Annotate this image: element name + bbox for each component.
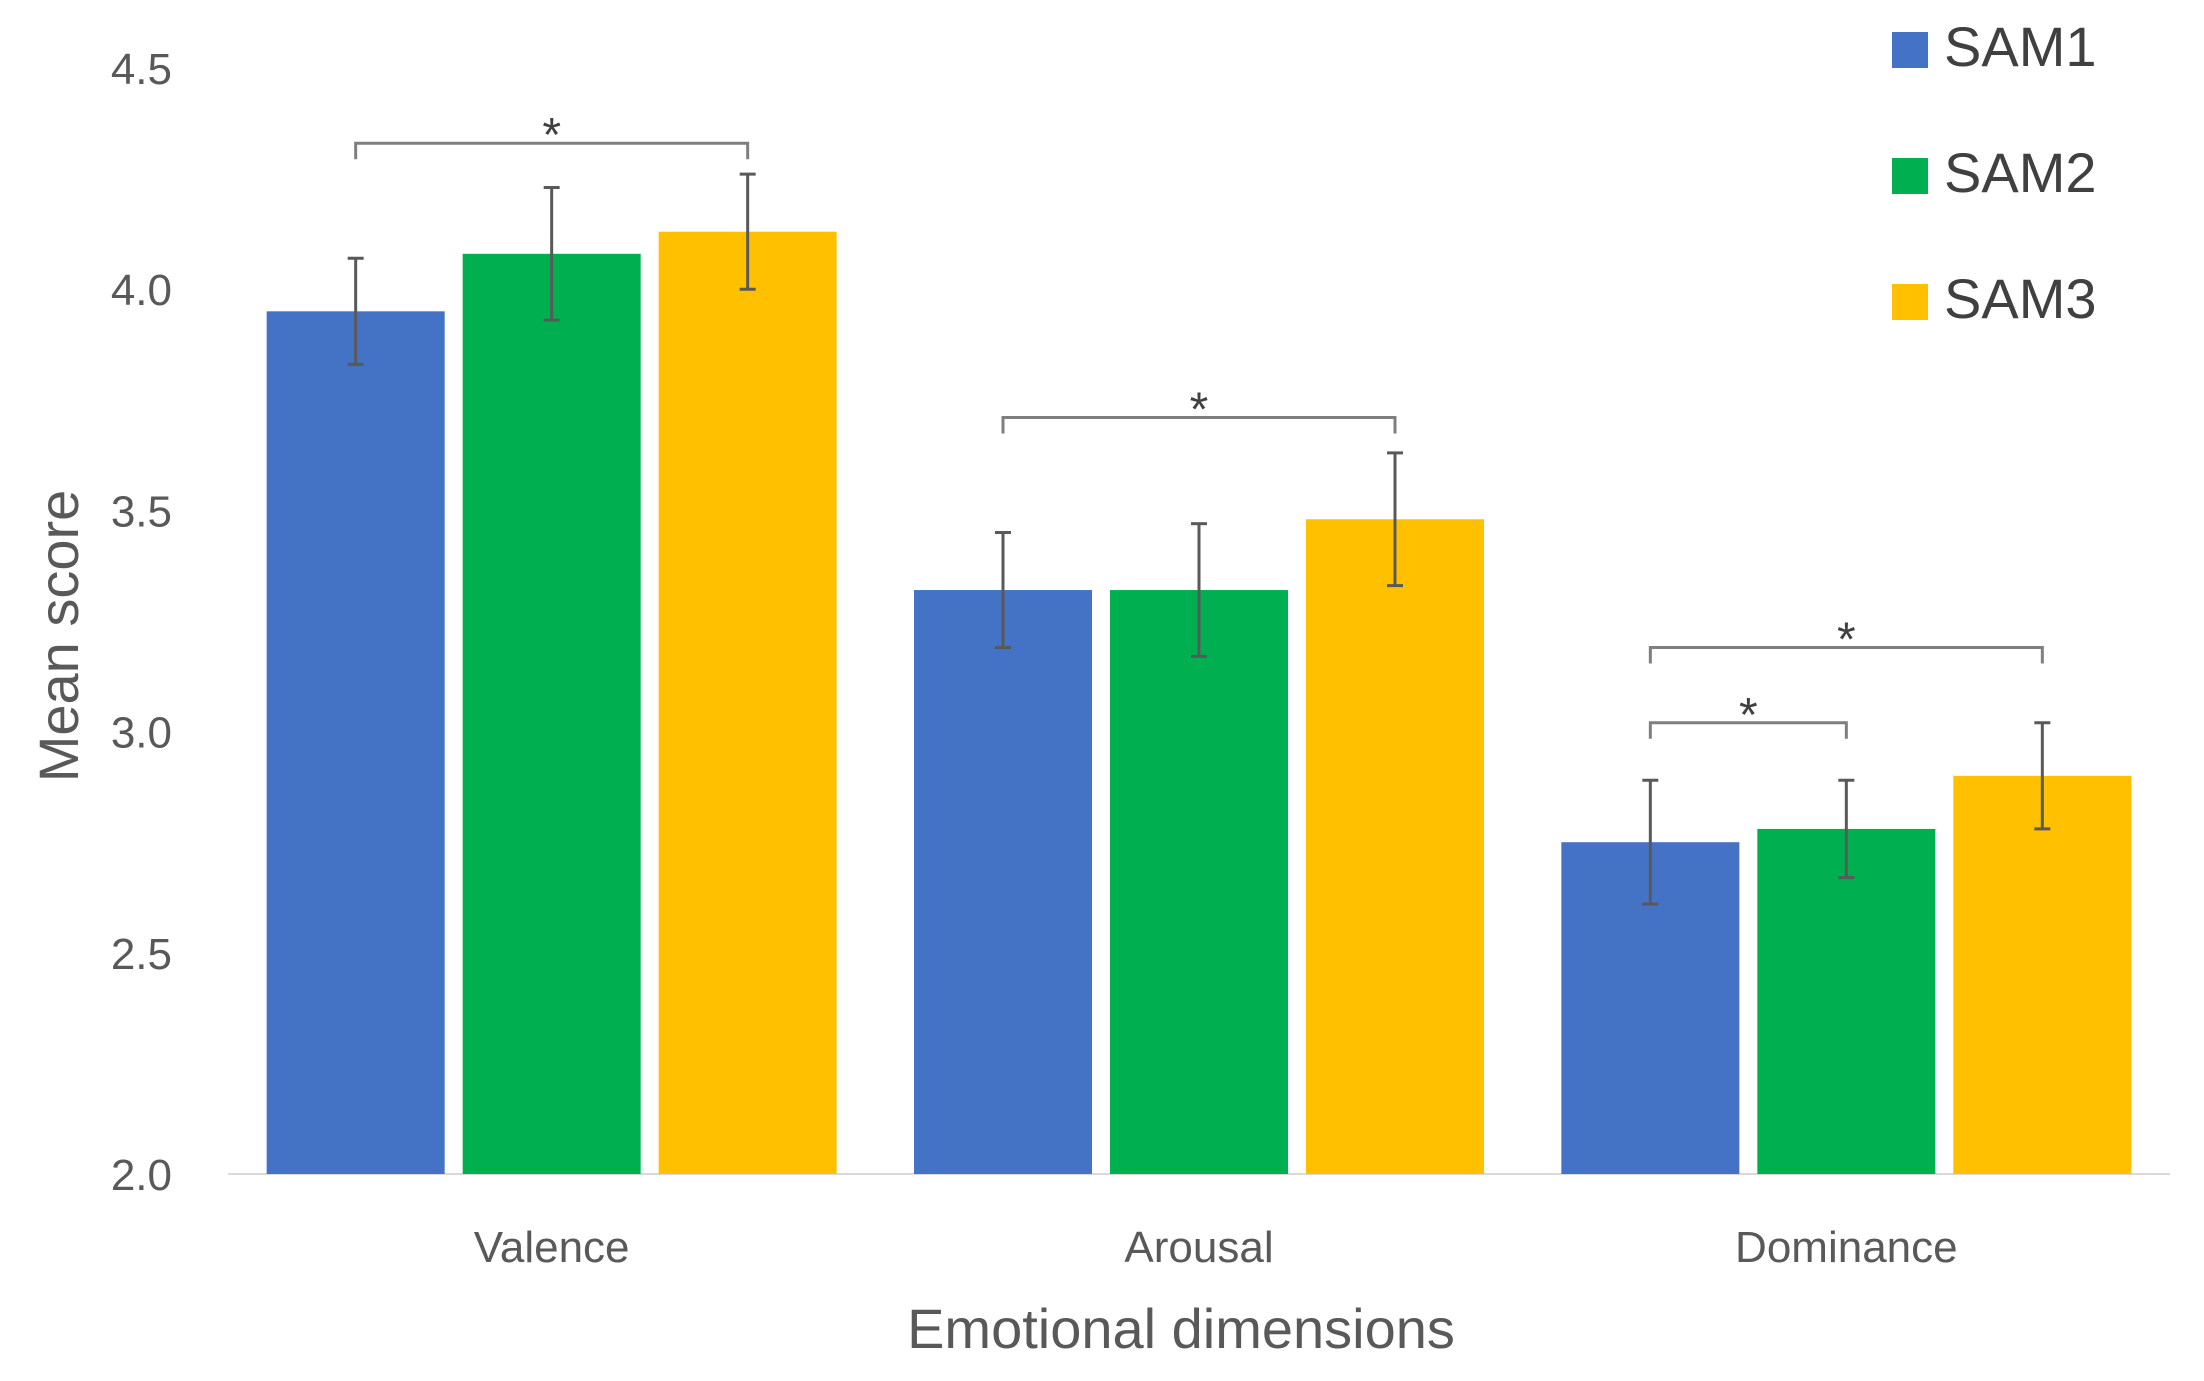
bar xyxy=(1306,519,1484,1174)
y-tick-label: 4.0 xyxy=(111,266,172,315)
bar xyxy=(266,311,445,1174)
bars xyxy=(266,231,2132,1175)
x-tick-label: Dominance xyxy=(1735,1223,1958,1272)
legend-swatch xyxy=(1892,158,1928,194)
bar xyxy=(1110,590,1288,1174)
y-tick-label: 2.0 xyxy=(111,1151,172,1200)
legend-swatch xyxy=(1892,284,1928,320)
bar xyxy=(914,590,1092,1174)
significance-brackets: * * * * xyxy=(354,109,2044,742)
significance-star: * xyxy=(1739,689,1758,742)
y-tick-label: 3.0 xyxy=(111,709,172,758)
significance-star: * xyxy=(542,109,561,162)
significance-bracket xyxy=(1648,721,1848,739)
significance-star: * xyxy=(1190,383,1209,436)
bar xyxy=(1953,775,2132,1174)
y-tick-label: 3.5 xyxy=(111,487,172,536)
significance-bracket xyxy=(1001,415,1397,434)
significance-bracket xyxy=(354,141,750,160)
bar xyxy=(1757,828,1936,1174)
significance-bracket xyxy=(1648,646,2044,664)
legend-label: SAM3 xyxy=(1944,267,2097,330)
y-tick-label: 2.5 xyxy=(111,930,172,979)
error-bars xyxy=(347,172,2051,906)
y-axis-title: Mean score xyxy=(27,490,90,783)
significance-star: * xyxy=(1837,614,1856,667)
x-tick-label: Valence xyxy=(474,1223,630,1272)
legend-swatch xyxy=(1892,32,1928,68)
y-tick-label: 4.5 xyxy=(111,45,172,94)
axes: 2.0 2.5 3.0 3.5 4.0 4.5 Valence Arousal Dominanc… xyxy=(27,45,2170,1360)
legend: SAM1 SAM2 SAM3 xyxy=(1892,15,2097,330)
bar xyxy=(658,231,837,1175)
legend-label: SAM2 xyxy=(1944,141,2097,204)
x-tick-label: Arousal xyxy=(1124,1223,1273,1272)
bar xyxy=(462,253,641,1175)
x-axis-title: Emotional dimensions xyxy=(907,1297,1455,1360)
legend-label: SAM1 xyxy=(1944,15,2097,78)
